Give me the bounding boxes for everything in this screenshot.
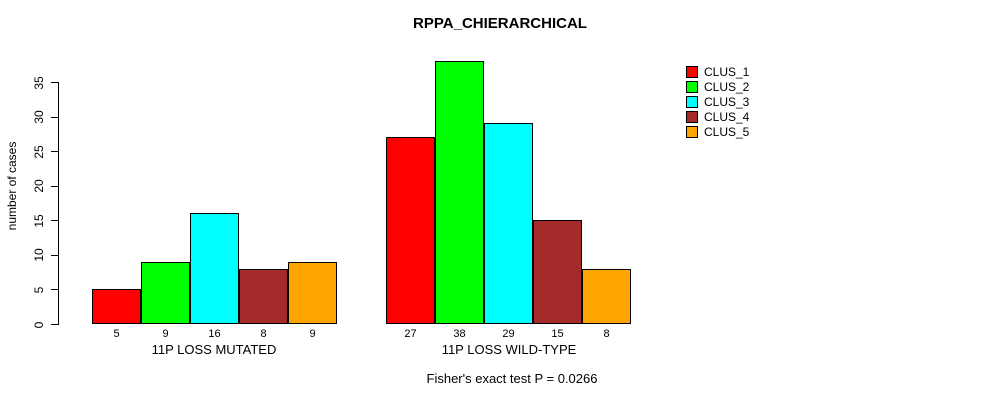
bar-value-label: 27 [404, 328, 417, 340]
bar-value-label: 15 [551, 328, 564, 340]
y-tick-label: 15 [32, 214, 46, 228]
bar-clus_3-group1 [190, 213, 239, 324]
legend-label-clus_5: CLUS_5 [704, 125, 750, 139]
bar-clus_2-group1 [141, 261, 190, 324]
legend-swatch-clus_5 [686, 126, 698, 138]
bar-clus_5-group1 [288, 261, 337, 324]
legend-label-clus_1: CLUS_1 [704, 65, 750, 79]
y-axis-line [58, 82, 59, 325]
y-axis-label: number of cases [5, 141, 19, 231]
bar-clus_4-group1 [239, 268, 288, 324]
y-tick-mark [51, 220, 58, 222]
fisher-test-annotation: Fisher's exact test P = 0.0266 [426, 371, 598, 386]
bar-value-label: 8 [260, 328, 267, 340]
bar-value-label: 8 [603, 328, 610, 340]
y-tick-label: 35 [32, 75, 46, 90]
y-tick-mark [51, 185, 58, 187]
bar-value-label: 29 [502, 328, 515, 340]
group-label-mutated: 11P LOSS MUTATED [151, 342, 277, 357]
y-tick-mark [51, 289, 58, 291]
legend-swatch-clus_1 [686, 66, 698, 78]
legend-swatch-clus_4 [686, 111, 698, 123]
bar-clus_4-group2 [533, 220, 582, 324]
bar-value-label: 16 [208, 328, 221, 340]
y-tick-label: 20 [32, 179, 46, 193]
bar-value-label: 38 [453, 328, 466, 340]
bar-value-label: 9 [309, 328, 316, 340]
chart-title: RPPA_CHIERARCHICAL [413, 15, 587, 32]
y-tick-label: 5 [32, 286, 46, 294]
bar-clus_5-group2 [582, 268, 631, 324]
bar-value-label: 9 [162, 328, 169, 340]
bar-clus_1-group1 [92, 289, 141, 324]
bar-clus_3-group2 [484, 123, 533, 324]
y-tick-mark [51, 82, 58, 83]
y-tick-mark [51, 324, 58, 325]
y-tick-mark [51, 151, 58, 153]
y-tick-mark [51, 254, 58, 256]
y-tick-label: 10 [32, 248, 46, 263]
y-tick-label: 25 [32, 144, 46, 159]
legend-swatch-clus_3 [686, 96, 698, 108]
legend-label-clus_4: CLUS_4 [704, 110, 750, 124]
legend-swatch-clus_2 [686, 81, 698, 93]
bar-clus_1-group2 [386, 137, 435, 324]
y-tick-label: 0 [32, 321, 46, 328]
bar-clus_2-group2 [435, 61, 484, 324]
bar-value-label: 5 [113, 328, 120, 340]
y-tick-label: 30 [32, 110, 46, 124]
group-label-wild-type: 11P LOSS WILD-TYPE [441, 342, 577, 357]
y-tick-mark [51, 116, 58, 118]
legend-label-clus_3: CLUS_3 [704, 95, 750, 109]
legend-label-clus_2: CLUS_2 [704, 80, 750, 94]
